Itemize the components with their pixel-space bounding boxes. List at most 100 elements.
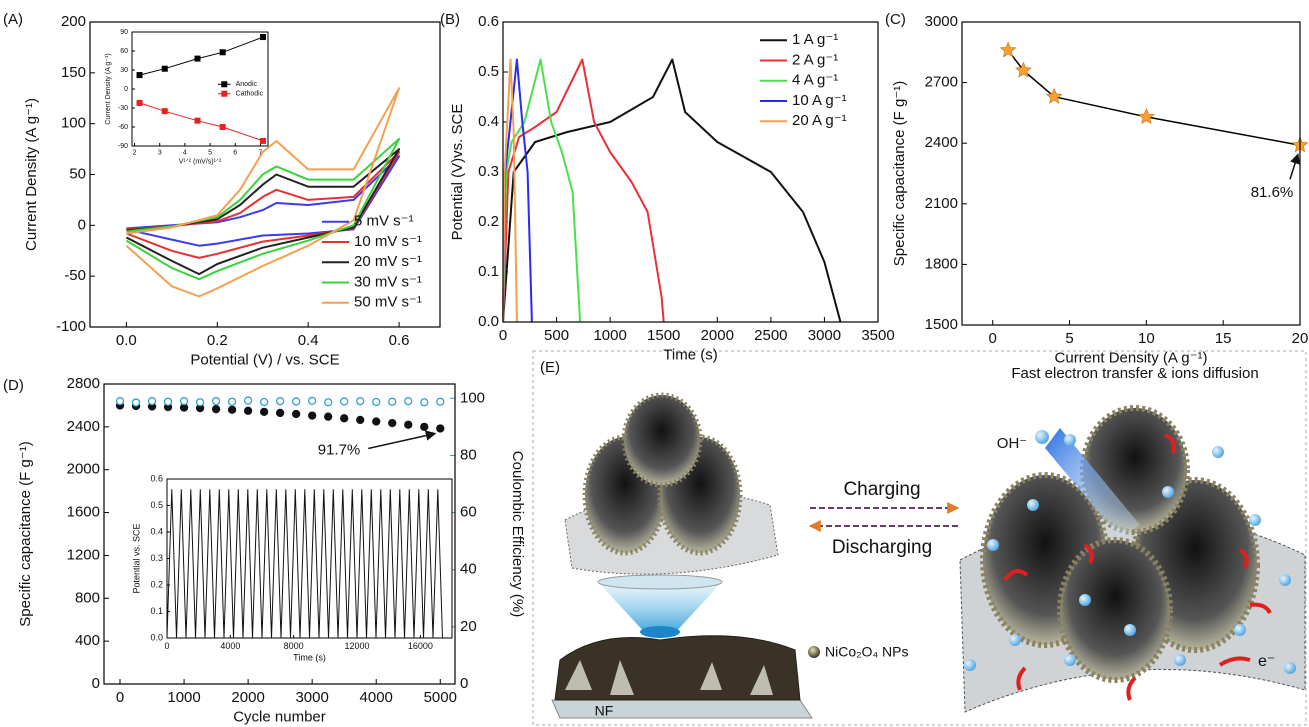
marker bbox=[162, 109, 167, 114]
y-tick-label: 60 bbox=[120, 48, 128, 55]
x-tick-label: 7 bbox=[258, 149, 262, 156]
x-tick-label: 0.4 bbox=[298, 332, 319, 349]
x-tick-label: 0 bbox=[164, 641, 169, 651]
y-tick-label: 90 bbox=[120, 29, 128, 36]
marker bbox=[213, 406, 220, 413]
annotation-arrow bbox=[368, 433, 435, 448]
x-tick-label: 3000 bbox=[295, 689, 328, 706]
legend-label: 10 A g⁻¹ bbox=[792, 92, 847, 109]
marker bbox=[421, 423, 428, 430]
marker bbox=[222, 91, 227, 96]
marker bbox=[260, 35, 265, 40]
marker bbox=[1001, 42, 1016, 57]
x-tick-label: 1000 bbox=[167, 689, 200, 706]
x-tick-label: 2500 bbox=[754, 327, 787, 344]
marker bbox=[277, 398, 284, 405]
y-tick-label: 0.4 bbox=[478, 113, 499, 130]
x-axis-label: Time (s) bbox=[663, 347, 717, 364]
marker bbox=[325, 399, 332, 406]
marker bbox=[195, 56, 200, 61]
marker bbox=[405, 421, 412, 428]
y-tick-label: 2000 bbox=[67, 461, 100, 478]
panel-label: (B) bbox=[440, 11, 460, 28]
np-cluster bbox=[1060, 540, 1170, 680]
x-tick-label: 0.2 bbox=[207, 332, 228, 349]
y-tick-label: 1600 bbox=[67, 504, 100, 521]
y-tick-label: 100 bbox=[61, 115, 86, 132]
y-tick-label: 0.0 bbox=[478, 313, 499, 330]
x-tick-label: 1000 bbox=[593, 327, 626, 344]
marker bbox=[389, 398, 396, 405]
x-tick-label: 0.6 bbox=[389, 332, 410, 349]
y-tick-label: 0.5 bbox=[478, 63, 499, 80]
marker bbox=[165, 398, 172, 405]
x-tick-label: 3500 bbox=[861, 327, 894, 344]
y-tick-label: -50 bbox=[64, 267, 86, 284]
x-tick-label: 0 bbox=[499, 327, 507, 344]
substrate-label: NF bbox=[595, 703, 614, 719]
panel-label: (C) bbox=[885, 11, 906, 28]
electron-label: e⁻ bbox=[1258, 653, 1275, 670]
legend-label: 20 A g⁻¹ bbox=[792, 112, 847, 129]
y-tick-label: -30 bbox=[118, 105, 128, 112]
inset-frame bbox=[132, 32, 268, 146]
x-tick-label: 4000 bbox=[220, 641, 240, 651]
marker bbox=[437, 425, 444, 432]
y-tick-label: 2800 bbox=[67, 375, 100, 392]
x-tick-label: 16000 bbox=[408, 641, 433, 651]
marker bbox=[373, 418, 380, 425]
substrate-base bbox=[552, 700, 812, 718]
discharging-label: Discharging bbox=[832, 537, 932, 558]
marker bbox=[220, 50, 225, 55]
diagram-title: Fast electron transfer & ions diffusion bbox=[1011, 365, 1258, 382]
x-tick-label: 6 bbox=[233, 149, 237, 156]
legend-label: 30 mV s⁻¹ bbox=[354, 273, 422, 290]
marker bbox=[341, 415, 348, 422]
chart-panel: 05101520150018002100240027003000Current … bbox=[885, 11, 1308, 367]
marker bbox=[245, 397, 252, 404]
y-tick-label: 0.3 bbox=[478, 163, 499, 180]
ion-label: OH⁻ bbox=[997, 435, 1027, 452]
ion bbox=[1035, 430, 1049, 444]
marker bbox=[293, 411, 300, 418]
x-axis-label: Time (s) bbox=[293, 653, 326, 663]
panel-label: (A) bbox=[3, 11, 23, 28]
x-tick-label: 3 bbox=[158, 149, 162, 156]
marker bbox=[437, 398, 444, 405]
legend-label: Anodic bbox=[236, 81, 258, 88]
x-tick-label: 8000 bbox=[284, 641, 304, 651]
marker bbox=[133, 399, 140, 406]
x-tick-label: 5 bbox=[208, 149, 212, 156]
legend-label: 5 mV s⁻¹ bbox=[354, 213, 414, 230]
x-tick-label: 1500 bbox=[647, 327, 680, 344]
y2-tick-label: 0 bbox=[460, 675, 468, 692]
y-tick-label: 1500 bbox=[925, 316, 958, 333]
marker bbox=[229, 406, 236, 413]
y-tick-label: 0.2 bbox=[150, 579, 163, 589]
y-tick-label: 30 bbox=[120, 67, 128, 74]
y-axis-label: Current Density (A g⁻¹) bbox=[105, 53, 112, 124]
marker bbox=[222, 82, 227, 87]
marker bbox=[293, 398, 300, 405]
y-tick-label: 400 bbox=[75, 632, 100, 649]
marker bbox=[181, 398, 188, 405]
y-tick-label: 0 bbox=[92, 675, 100, 692]
marker bbox=[245, 407, 252, 414]
series-line bbox=[503, 60, 841, 323]
panel-label: (E) bbox=[540, 359, 560, 376]
marker bbox=[357, 416, 364, 423]
y-tick-label: 0.5 bbox=[150, 500, 163, 510]
marker bbox=[260, 138, 265, 143]
x-tick-label: 2000 bbox=[231, 689, 264, 706]
x-axis-label: Potential (V) / vs. SCE bbox=[190, 352, 339, 369]
y-tick-label: 0.6 bbox=[150, 473, 163, 483]
marker bbox=[137, 73, 142, 78]
marker bbox=[341, 398, 348, 405]
series-line bbox=[503, 60, 664, 323]
marker bbox=[261, 399, 268, 406]
y-tick-label: 2100 bbox=[925, 195, 958, 212]
marker bbox=[389, 420, 396, 427]
marker bbox=[220, 125, 225, 130]
x-tick-label: 5000 bbox=[424, 689, 457, 706]
